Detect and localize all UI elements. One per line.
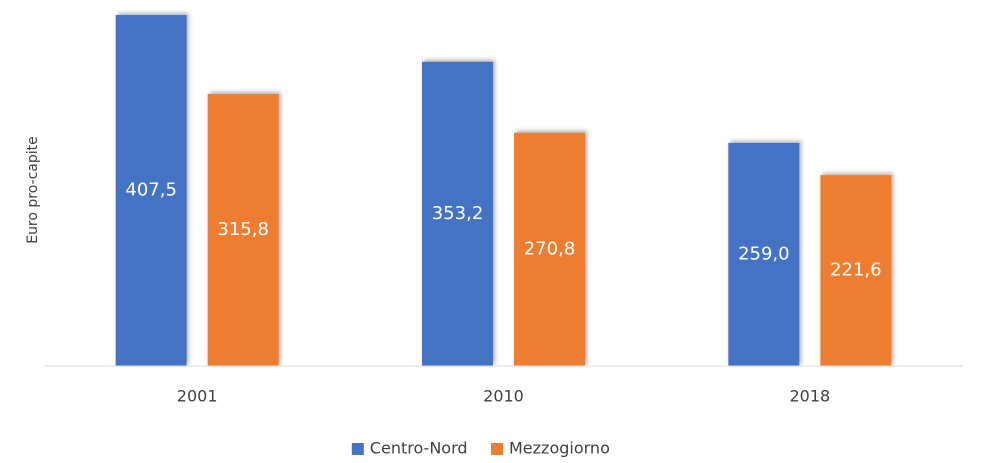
legend-swatch bbox=[491, 443, 503, 455]
x-tick-label: 2001 bbox=[177, 387, 218, 406]
data-label: 270,8 bbox=[524, 238, 576, 259]
x-tick-label: 2018 bbox=[789, 387, 830, 406]
data-label: 353,2 bbox=[432, 203, 484, 224]
bar bbox=[514, 132, 585, 366]
data-label: 221,6 bbox=[830, 260, 882, 281]
data-label: 407,5 bbox=[125, 180, 177, 201]
y-axis-label: Euro pro-capite bbox=[25, 136, 41, 244]
bar bbox=[820, 175, 892, 366]
bar bbox=[422, 61, 493, 367]
legend-swatch bbox=[351, 443, 364, 455]
bar bbox=[115, 15, 187, 367]
bar bbox=[207, 94, 279, 367]
legend-label: Centro-Nord bbox=[370, 439, 468, 458]
data-label: 315,8 bbox=[217, 219, 269, 240]
legend-label: Mezzogiorno bbox=[509, 439, 610, 458]
data-label: 259,0 bbox=[738, 243, 790, 264]
bar bbox=[728, 142, 800, 366]
x-tick-label: 2010 bbox=[483, 387, 524, 406]
